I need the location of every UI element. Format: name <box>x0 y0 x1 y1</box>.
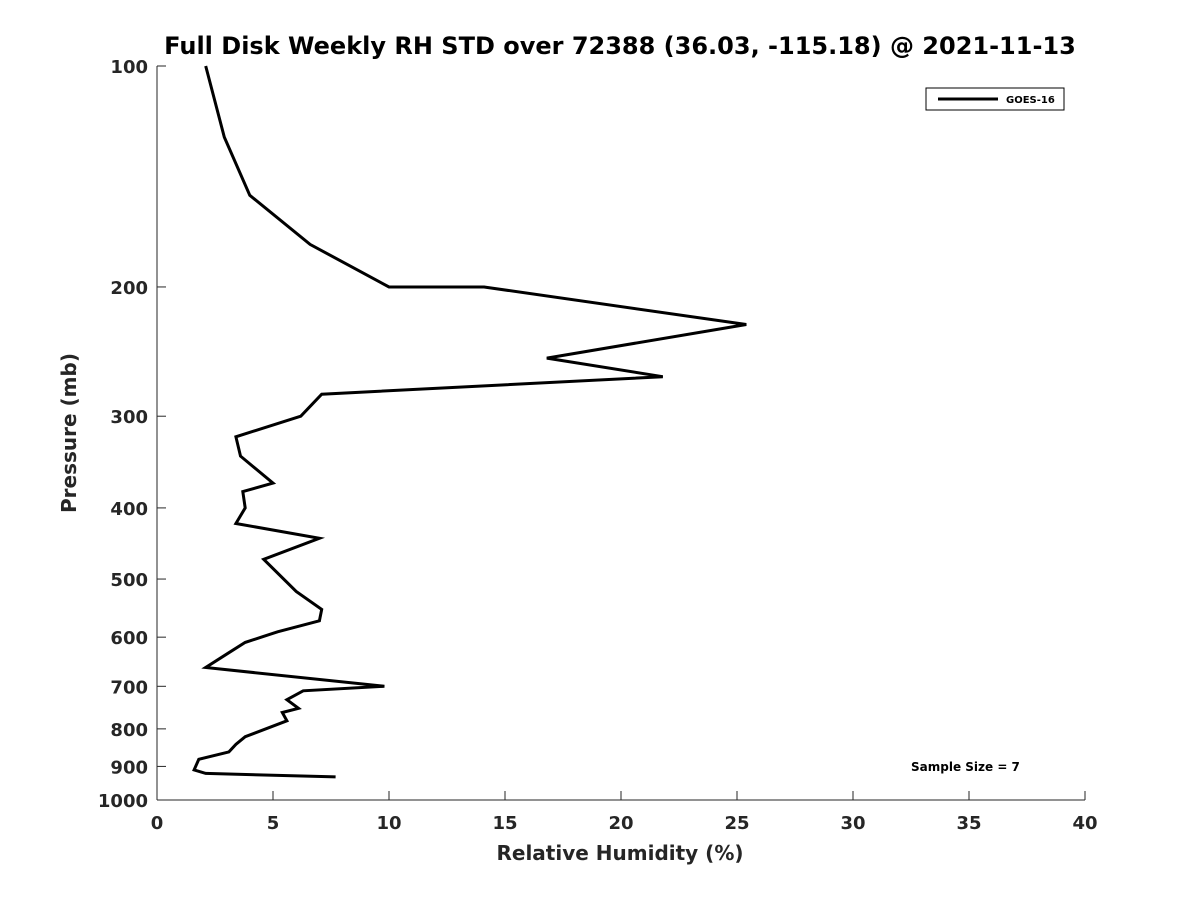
y-tick-label-1000: 1000 <box>98 791 148 812</box>
x-tick-label-10: 10 <box>376 813 401 834</box>
x-tick-label-0: 0 <box>151 813 164 834</box>
y-tick-label-300: 300 <box>110 407 148 428</box>
y-axis-label: Pressure (mb) <box>57 353 81 513</box>
y-tick-label-700: 700 <box>110 677 148 698</box>
chart-title: Full Disk Weekly RH STD over 72388 (36.0… <box>164 32 1076 60</box>
plot-area: 0 5 10 15 20 25 30 35 40 100 200 300 400 500 600 700 800… <box>98 57 1098 834</box>
y-tick-label-400: 400 <box>110 499 148 520</box>
y-tick-label-100: 100 <box>110 57 148 78</box>
legend-label-goes-16: GOES-16 <box>1006 95 1055 106</box>
x-tick-label-40: 40 <box>1072 813 1097 834</box>
legend: GOES-16 <box>925 87 1065 111</box>
x-tick-label-20: 20 <box>608 813 633 834</box>
x-tick-label-25: 25 <box>724 813 749 834</box>
y-tick-label-200: 200 <box>110 278 148 299</box>
x-tick-label-30: 30 <box>840 813 865 834</box>
sample-size-annotation: Sample Size = 7 <box>911 760 1020 774</box>
y-tick-label-600: 600 <box>110 628 148 649</box>
y-tick-label-900: 900 <box>110 757 148 778</box>
y-tick-label-500: 500 <box>110 570 148 591</box>
x-tick-label-35: 35 <box>956 813 981 834</box>
y-tick-label-800: 800 <box>110 720 148 741</box>
series-line-goes-16 <box>192 65 747 779</box>
x-tick-label-15: 15 <box>492 813 517 834</box>
x-axis-label: Relative Humidity (%) <box>496 841 743 865</box>
x-tick-label-5: 5 <box>267 813 280 834</box>
